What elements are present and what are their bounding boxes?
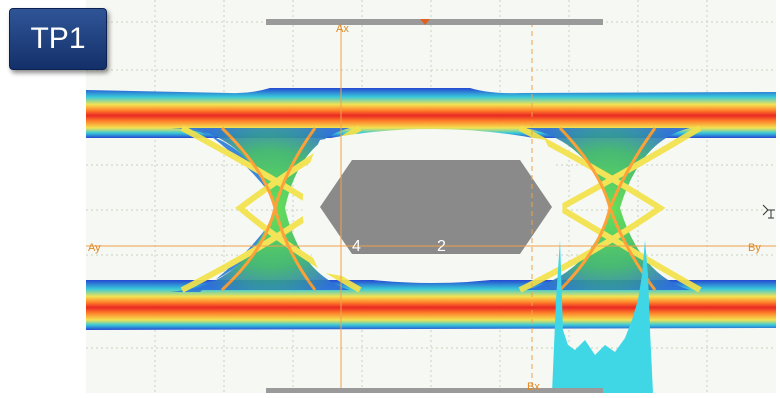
ground-reference-icon [762,204,775,219]
trigger-marker-icon [420,19,430,25]
mask-label-right: 2 [437,238,446,255]
tp1-badge: TP1 [9,8,107,70]
horizontal-scrollbar [266,19,603,25]
upper-signal-rail [86,88,776,138]
cursor-by-label: By [748,242,761,254]
eye-mask [320,160,552,254]
cursor-lines [86,22,776,393]
horizontal-scrollbar-bottom [266,388,603,393]
cursor-ay-label: Ay [88,242,101,254]
mask-label-left: 4 [352,238,361,255]
histogram [552,240,653,393]
cursor-bx-label: Bx [527,381,540,393]
cursor-ax-label: Ax [336,23,349,35]
lower-signal-rail [86,280,776,330]
tp1-label: TP1 [30,22,86,55]
right-crossing [518,125,702,293]
